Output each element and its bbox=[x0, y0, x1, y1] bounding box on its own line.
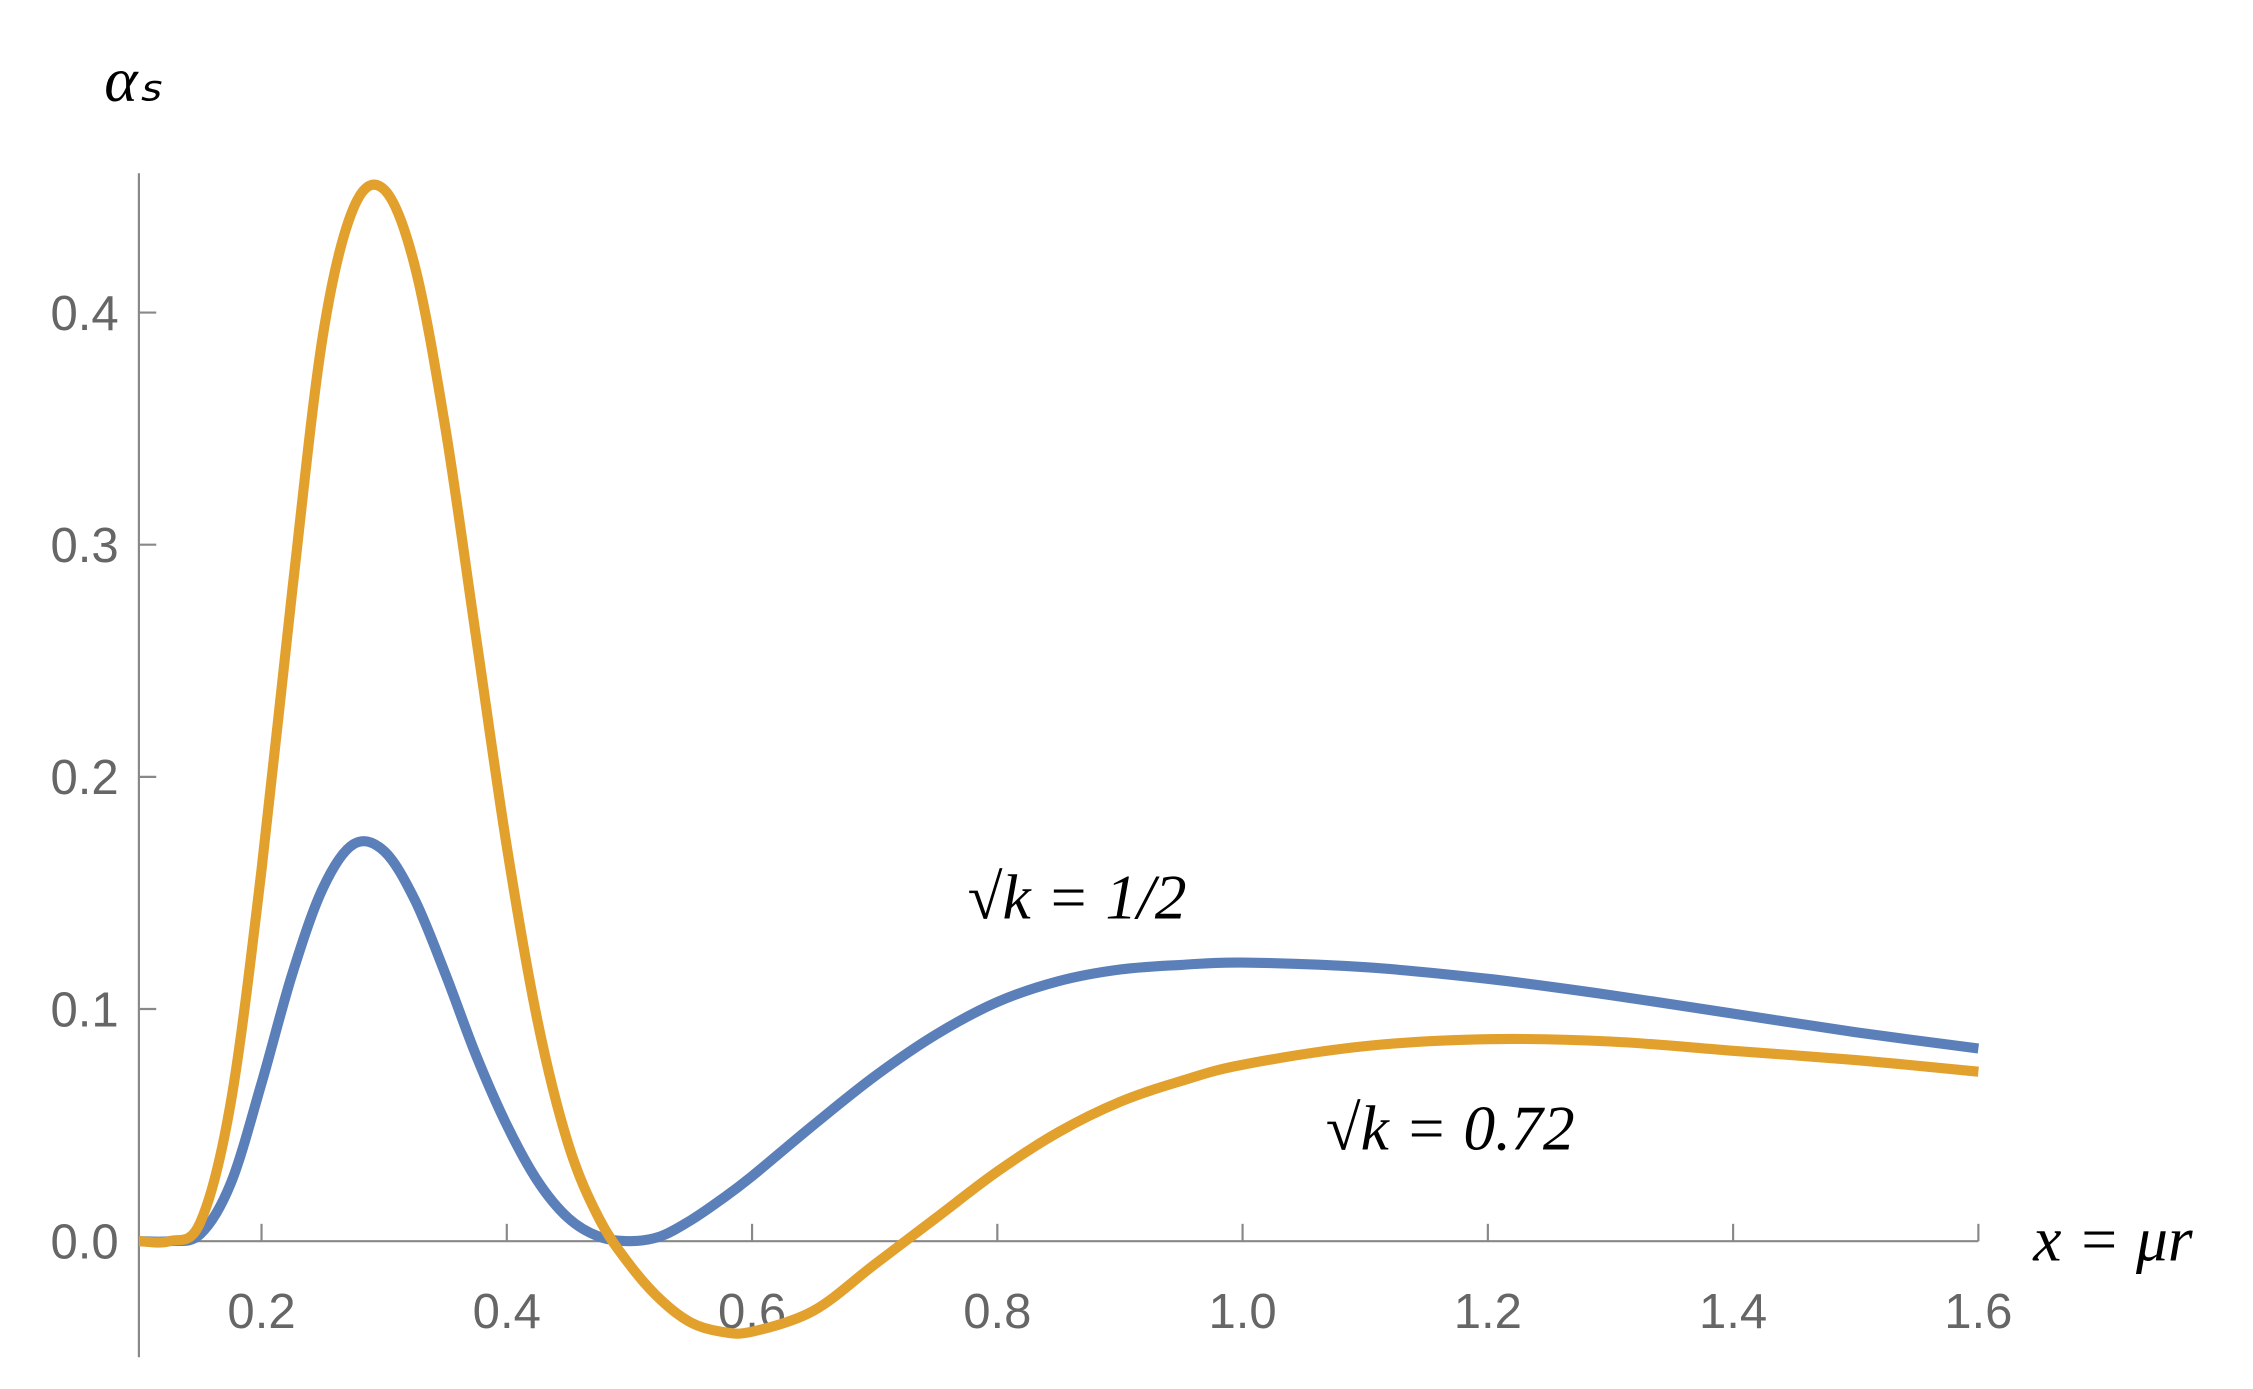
x-tick-label: 1.2 bbox=[1454, 1285, 1522, 1339]
annotation: √k = 0.72 bbox=[1326, 1092, 1575, 1163]
x-tick-label: 0.8 bbox=[963, 1285, 1031, 1339]
line bbox=[138, 179, 1979, 1339]
y-tick-label: 0.2 bbox=[50, 751, 118, 805]
line bbox=[138, 836, 1980, 1247]
x-axis-label: x = μr bbox=[2032, 1203, 2193, 1274]
annotation: √k = 1/2 bbox=[968, 861, 1187, 932]
x-tick-label: 1.6 bbox=[1944, 1285, 2012, 1339]
y-tick-label: 0.1 bbox=[50, 983, 118, 1037]
y-axis-label: αₛ bbox=[104, 44, 162, 115]
x-tick-label: 0.4 bbox=[473, 1285, 541, 1339]
x-tick-label: 1.0 bbox=[1208, 1285, 1276, 1339]
y-tick-label: 0.0 bbox=[50, 1215, 118, 1269]
y-tick-label: 0.4 bbox=[50, 287, 118, 341]
x-tick-label: 0.2 bbox=[227, 1285, 295, 1339]
y-tick-label: 0.3 bbox=[50, 519, 118, 573]
x-tick-label: 1.4 bbox=[1699, 1285, 1767, 1339]
